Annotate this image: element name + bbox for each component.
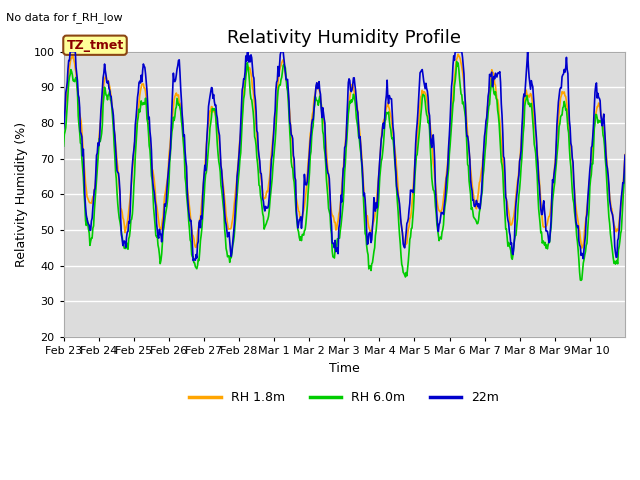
- Text: No data for f_RH_low: No data for f_RH_low: [6, 12, 123, 23]
- Y-axis label: Relativity Humidity (%): Relativity Humidity (%): [15, 122, 28, 267]
- Title: Relativity Humidity Profile: Relativity Humidity Profile: [227, 29, 461, 48]
- X-axis label: Time: Time: [329, 362, 360, 375]
- Text: TZ_tmet: TZ_tmet: [67, 39, 124, 52]
- Legend: RH 1.8m, RH 6.0m, 22m: RH 1.8m, RH 6.0m, 22m: [184, 386, 504, 409]
